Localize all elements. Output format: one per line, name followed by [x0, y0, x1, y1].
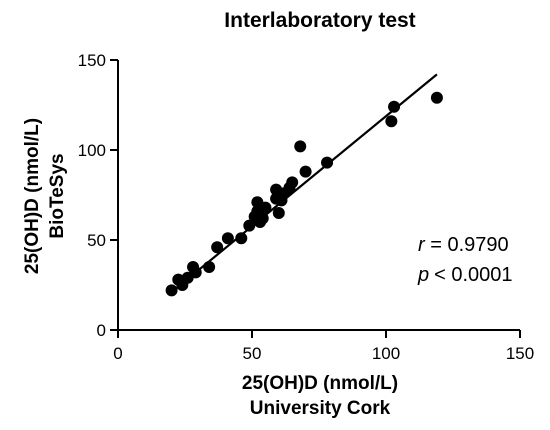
- data-point: [431, 92, 443, 104]
- data-point: [222, 232, 234, 244]
- y-tick-label: 0: [97, 321, 106, 340]
- p-symbol: p: [417, 264, 429, 286]
- x-tick-label: 0: [113, 344, 122, 363]
- y-axis-title-line1: 25(OH)D (nmol/L): [22, 118, 43, 274]
- data-point: [300, 166, 312, 178]
- x-tick-label: 50: [243, 344, 262, 363]
- y-axis-title-line2: BioTeSys: [47, 153, 68, 238]
- data-point: [203, 261, 215, 273]
- data-point: [190, 266, 202, 278]
- r-annotation: r = 0.9790: [418, 234, 509, 256]
- data-point: [273, 207, 285, 219]
- x-axis-title-line2: University Cork: [250, 398, 391, 419]
- data-point: [294, 140, 306, 152]
- x-axis-title-line1: 25(OH)D (nmol/L): [242, 373, 398, 394]
- x-tick-label: 100: [372, 344, 400, 363]
- y-tick-label: 150: [78, 51, 106, 70]
- y-tick-label: 100: [78, 141, 106, 160]
- y-tick-label: 50: [87, 231, 106, 250]
- data-point: [388, 101, 400, 113]
- r-value: = 0.9790: [425, 234, 509, 256]
- chart-title: Interlaboratory test: [224, 9, 415, 32]
- data-point: [259, 202, 271, 214]
- p-annotation: p < 0.0001: [417, 264, 513, 286]
- data-point: [385, 115, 397, 127]
- data-point: [166, 284, 178, 296]
- data-point: [235, 232, 247, 244]
- y-axis-title: 25(OH)D (nmol/L) BioTeSys: [22, 118, 68, 274]
- data-point: [321, 157, 333, 169]
- x-tick-label: 150: [506, 344, 534, 363]
- data-point: [257, 212, 269, 224]
- data-point: [211, 241, 223, 253]
- data-point: [286, 176, 298, 188]
- plot-area: 0 50 100 150 0 50 100 150: [78, 51, 535, 363]
- p-value: < 0.0001: [434, 264, 512, 286]
